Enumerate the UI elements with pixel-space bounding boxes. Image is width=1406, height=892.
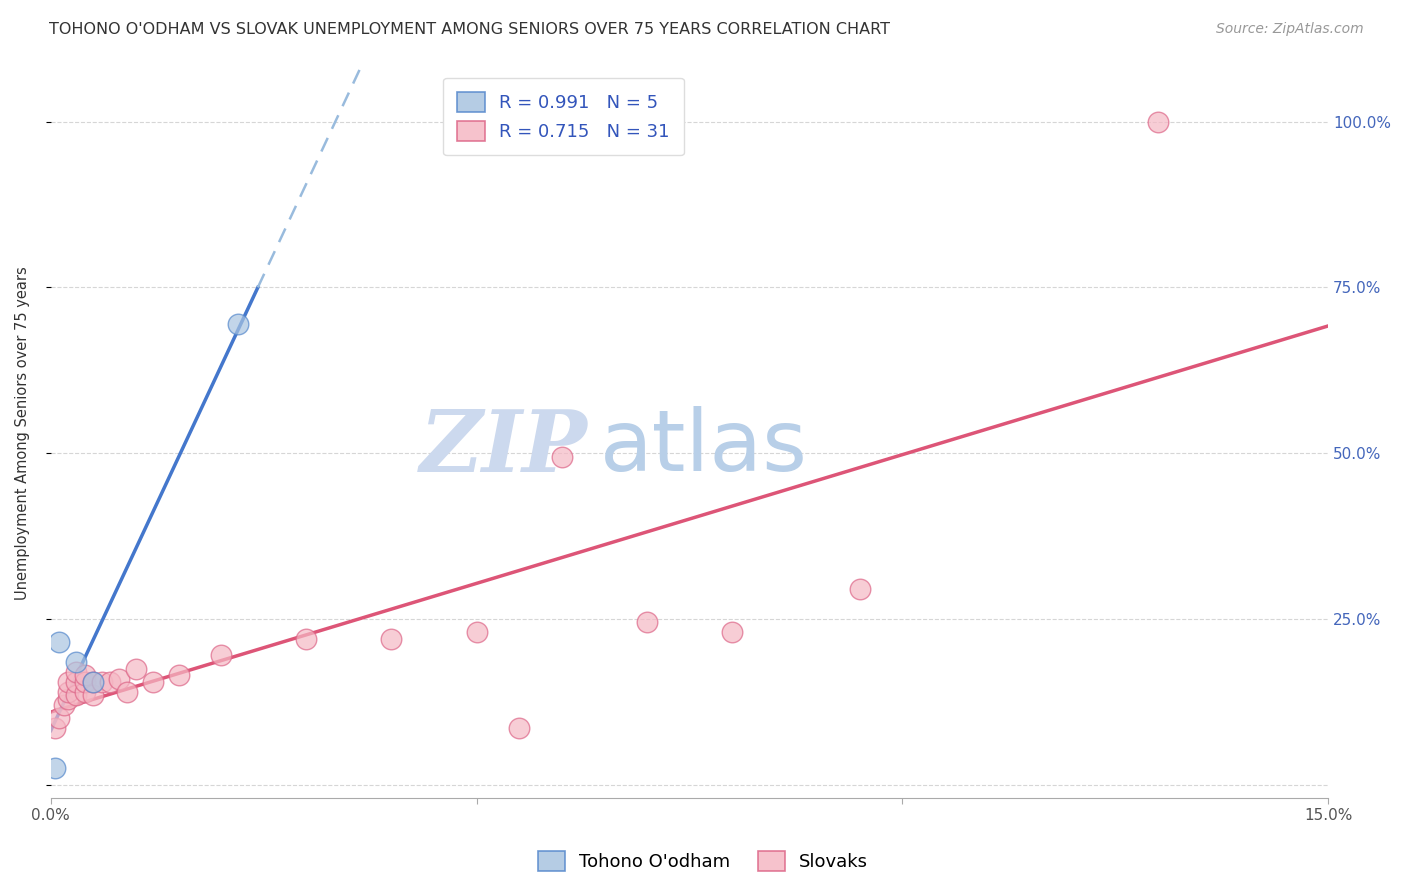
Point xyxy=(125,662,148,676)
Point xyxy=(142,675,165,690)
Point xyxy=(100,675,122,690)
Point xyxy=(65,675,87,690)
Text: Source: ZipAtlas.com: Source: ZipAtlas.com xyxy=(1216,22,1364,37)
Point xyxy=(209,648,232,663)
Point xyxy=(82,675,104,690)
Point xyxy=(56,675,79,690)
Point xyxy=(551,450,574,464)
Point xyxy=(721,625,744,640)
Y-axis label: Unemployment Among Seniors over 75 years: Unemployment Among Seniors over 75 years xyxy=(15,267,30,600)
Point xyxy=(117,685,139,699)
Point xyxy=(73,685,96,699)
Point xyxy=(849,582,872,596)
Point xyxy=(465,625,488,640)
Text: TOHONO O'ODHAM VS SLOVAK UNEMPLOYMENT AMONG SENIORS OVER 75 YEARS CORRELATION CH: TOHONO O'ODHAM VS SLOVAK UNEMPLOYMENT AM… xyxy=(49,22,890,37)
Point xyxy=(1146,114,1168,128)
Legend: Tohono O'odham, Slovaks: Tohono O'odham, Slovaks xyxy=(530,844,876,879)
Point xyxy=(65,655,87,669)
Legend: R = 0.991   N = 5, R = 0.715   N = 31: R = 0.991 N = 5, R = 0.715 N = 31 xyxy=(443,78,683,155)
Point xyxy=(44,761,66,775)
Point xyxy=(56,691,79,706)
Point xyxy=(73,668,96,682)
Point xyxy=(226,317,249,331)
Point xyxy=(65,688,87,702)
Point xyxy=(108,672,131,686)
Point xyxy=(73,675,96,690)
Point xyxy=(65,665,87,679)
Text: atlas: atlas xyxy=(600,407,808,490)
Point xyxy=(90,675,112,690)
Point xyxy=(82,688,104,702)
Point xyxy=(508,722,530,736)
Point xyxy=(167,668,190,682)
Point xyxy=(636,615,658,630)
Point xyxy=(44,722,66,736)
Text: ZIP: ZIP xyxy=(419,406,588,490)
Point xyxy=(295,632,318,646)
Point xyxy=(52,698,75,713)
Point xyxy=(82,675,104,690)
Point xyxy=(380,632,402,646)
Point xyxy=(48,711,70,725)
Point xyxy=(48,635,70,649)
Point xyxy=(56,685,79,699)
